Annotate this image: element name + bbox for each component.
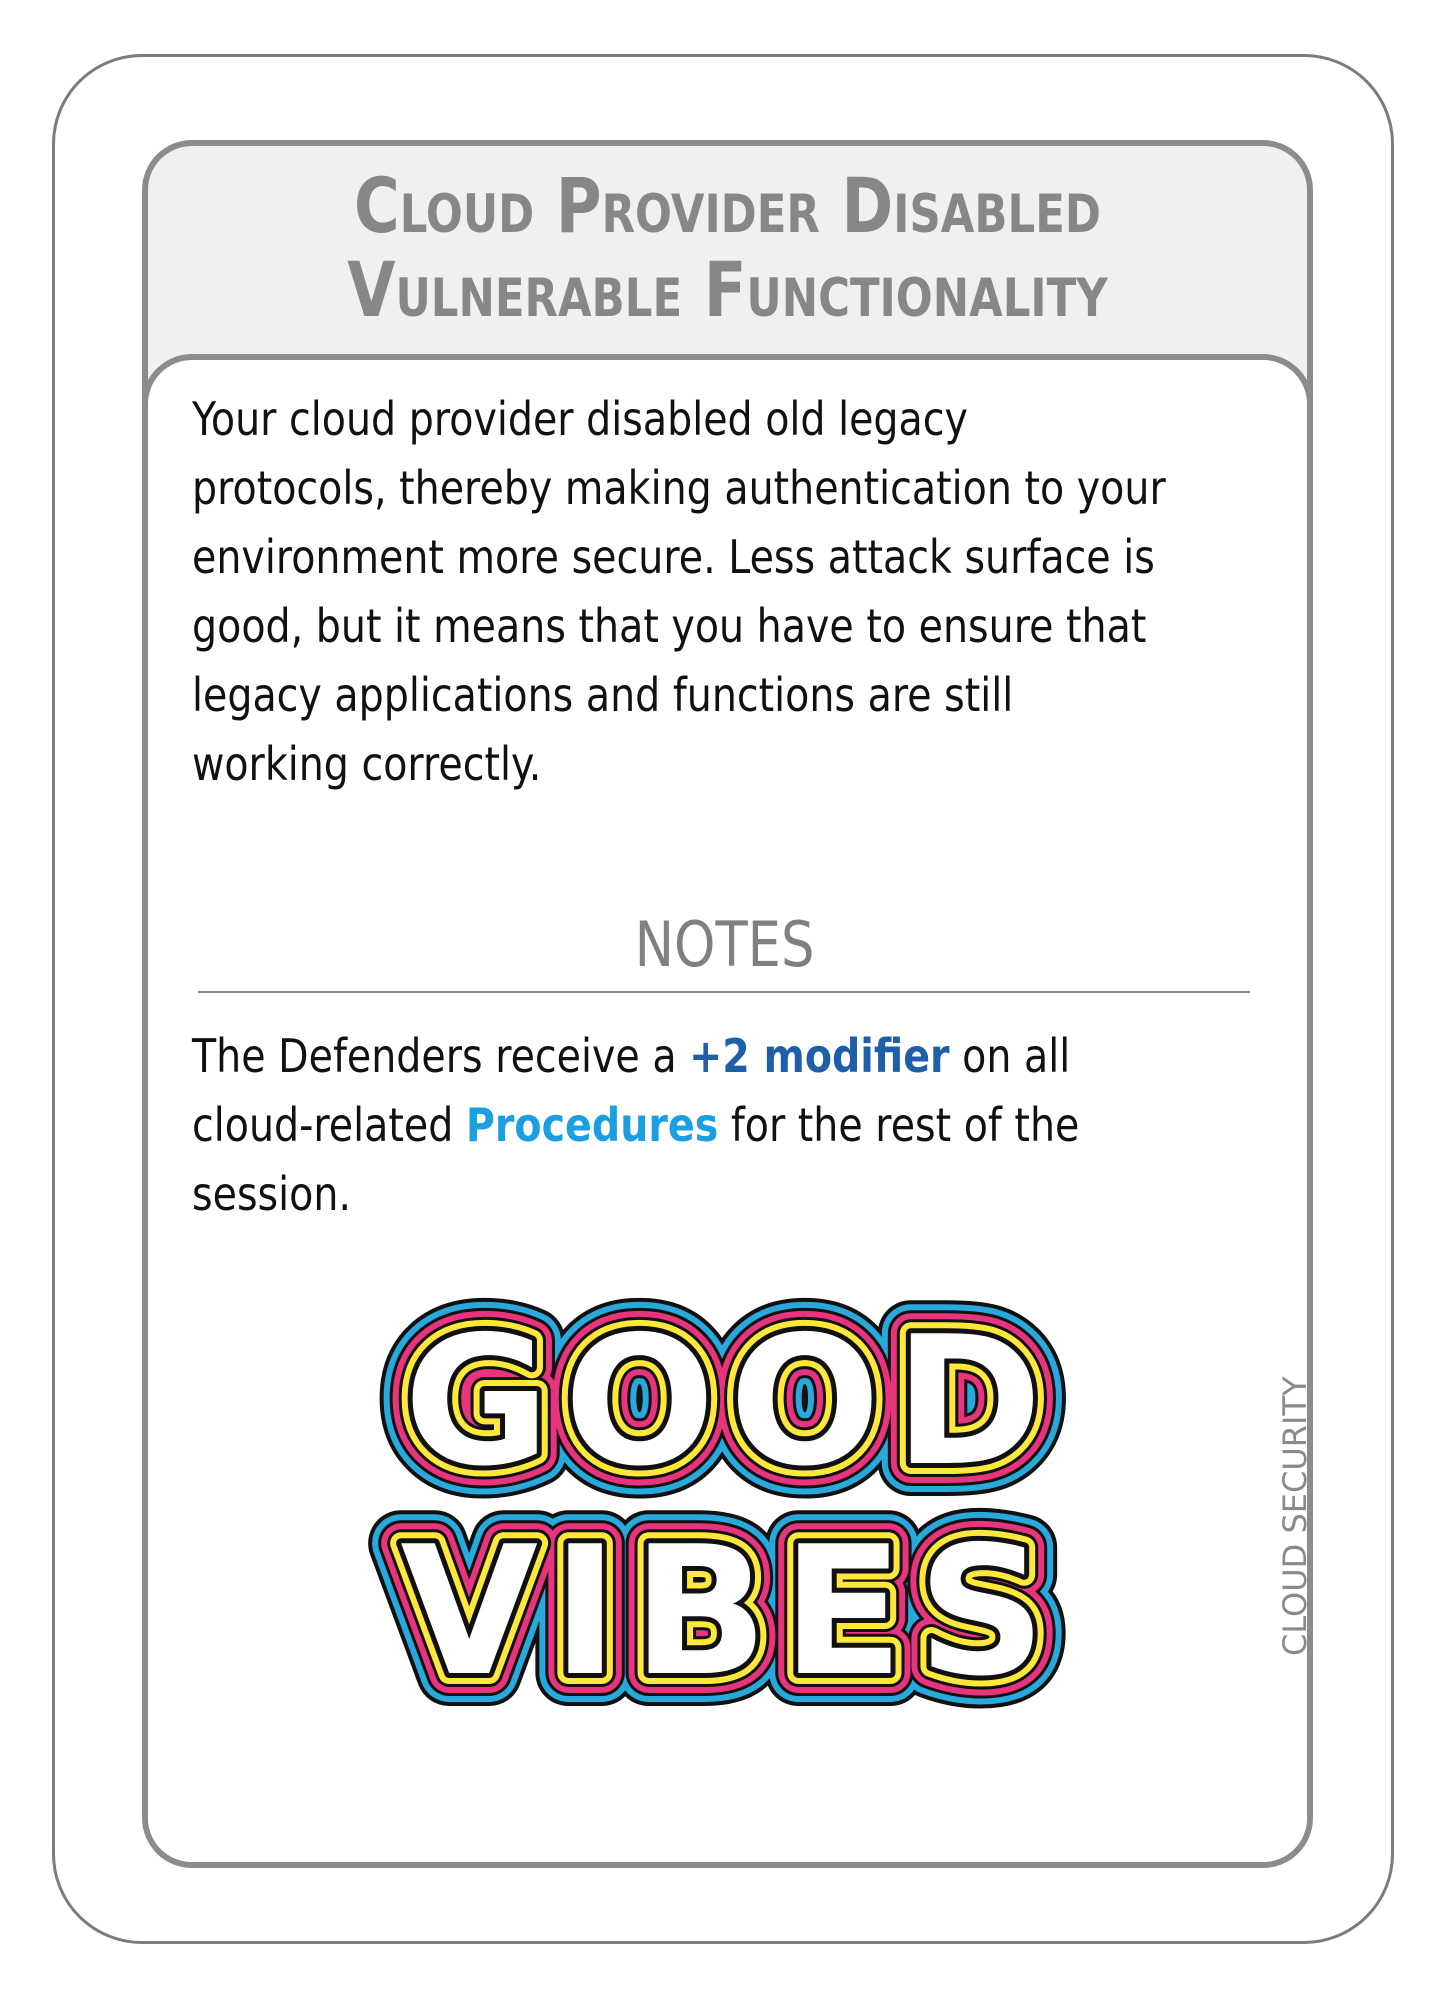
notes-line-2: cloud-related Procedures for the rest of… [192,1091,1121,1160]
svg-text:VIBES: VIBES [400,1508,1059,1715]
notes-line-1: The Defenders receive a +2 modifier on a… [192,1022,1121,1091]
good-vibes-logo: GOODGOODGOODGOODGOODGOODGOODGOODVIBESVIB… [367,1288,1078,1728]
svg-text:GOOD: GOOD [404,1298,1057,1505]
notes-line-3: session. [192,1167,352,1221]
card-body-panel [148,354,1307,1862]
svg-text:VIBES: VIBES [400,1508,1059,1715]
svg-text:GOOD: GOOD [404,1298,1057,1505]
description-line: good, but it means that you have to ensu… [192,599,1147,653]
description-line: legacy applications and functions are st… [192,668,1014,722]
card-title: Cloud Provider Disabled Vulnerable Funct… [252,164,1202,332]
svg-text:VIBES: VIBES [400,1508,1059,1715]
description-line: protocols, thereby making authentication… [192,461,1166,515]
card-title-line-2: Vulnerable Functionality [347,245,1108,334]
notes-text-segment: for the rest of the [718,1098,1080,1152]
notes-text: The Defenders receive a +2 modifier on a… [192,1022,1121,1229]
modifier-highlight: +2 modifier [689,1029,950,1083]
svg-text:GOOD: GOOD [404,1298,1057,1505]
notes-text-segment: on all [949,1029,1071,1083]
card-frame: Cloud Provider Disabled Vulnerable Funct… [142,140,1313,1868]
svg-text:GOOD: GOOD [404,1298,1057,1505]
notes-text-segment: The Defenders receive a [192,1029,690,1083]
card-description: Your cloud provider disabled old legacy … [192,385,1166,799]
procedures-keyword: Procedures [465,1098,719,1152]
svg-text:GOOD: GOOD [404,1298,1057,1505]
description-line: Your cloud provider disabled old legacy [192,392,968,446]
svg-text:VIBES: VIBES [400,1508,1059,1715]
svg-text:GOOD: GOOD [404,1298,1057,1505]
notes-divider [198,991,1250,993]
card-title-line-1: Cloud Provider Disabled [354,161,1101,250]
svg-text:GOOD: GOOD [404,1298,1057,1505]
category-label: CLOUD SECURITY [1276,1376,1314,1656]
svg-text:GOOD: GOOD [404,1298,1057,1505]
description-line: working correctly. [192,737,542,791]
svg-text:VIBES: VIBES [400,1508,1059,1715]
description-line: environment more secure. Less attack sur… [192,530,1155,584]
notes-heading: NOTES [634,908,815,981]
svg-text:VIBES: VIBES [400,1508,1059,1715]
svg-text:VIBES: VIBES [400,1508,1059,1715]
notes-text-segment: cloud-related [192,1098,466,1152]
svg-text:VIBES: VIBES [400,1508,1059,1715]
